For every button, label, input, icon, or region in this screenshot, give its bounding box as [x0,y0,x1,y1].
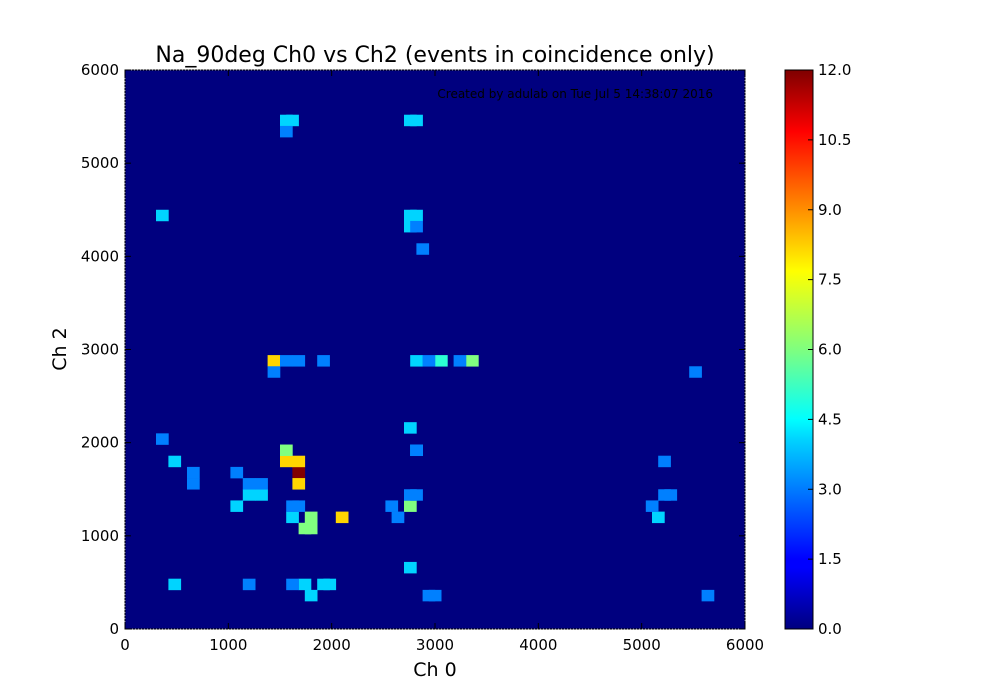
heatmap-cell [292,355,306,367]
heatmap-cell [298,578,312,591]
chart-title: Na_90deg Ch0 vs Ch2 (events in coinciden… [155,43,714,68]
heatmap-cell [292,455,306,468]
heatmap-cell [286,578,299,591]
heatmap-cell [435,355,448,367]
y-tick-label: 1000 [81,527,119,545]
colorbar-tick-label: 12.0 [818,61,851,79]
y-tick-label: 2000 [81,434,119,452]
colorbar-tick-label: 7.5 [818,271,842,289]
heatmap-cell [280,455,293,468]
heatmap-cell [410,444,423,457]
y-tick-label: 5000 [81,154,119,172]
plot-background [125,70,745,629]
heatmap-cell [156,433,169,445]
heatmap-cell [242,478,256,490]
heatmap-cell [304,522,318,535]
heatmap-cell [404,422,417,434]
heatmap-cell [230,466,244,479]
heatmap-cell [410,355,423,367]
y-axis-title: Ch 2 [49,327,71,370]
heatmap-cell [416,243,430,255]
heatmap-cell [292,500,306,512]
colorbar-tick-label: 1.5 [818,550,842,568]
x-tick-label: 3000 [416,636,454,654]
heatmap-cells [156,114,715,602]
heatmap-cell [292,478,306,490]
heatmap-cell [156,209,169,222]
heatmap-cell [422,355,436,367]
x-tick-label: 1000 [209,636,247,654]
heatmap-cell [168,455,182,468]
heatmap-cell [187,478,200,490]
heatmap-cell [304,589,318,602]
heatmap-cell [428,589,442,602]
colorbar-ticks: 0.0 1.5 3.0 4.5 6.0 7.5 9.0 10.5 12.0 [808,61,851,638]
heatmap-cell [645,500,659,512]
x-tick-label: 5000 [623,636,661,654]
colorbar-tick-label: 6.0 [818,341,842,359]
heatmap-cell [385,500,399,512]
heatmap-cell [304,511,318,524]
chart-annotation: Created by adulab on Tue Jul 5 14:38:07 … [437,87,713,101]
x-tick-label: 0 [120,636,130,654]
y-axis-ticks: 0 1000 2000 3000 4000 5000 6000 [81,61,745,638]
heatmap-cell [280,355,293,367]
heatmap-cell [410,114,423,127]
x-tick-label: 4000 [519,636,557,654]
x-tick-label: 6000 [726,636,764,654]
colorbar: 0.0 1.5 3.0 4.5 6.0 7.5 9.0 10.5 12.0 [784,61,851,638]
colorbar-tick-label: 4.5 [818,410,842,428]
heatmap-cell [267,366,281,378]
colorbar-tick-label: 10.5 [818,131,851,149]
heatmap-cell [410,209,423,222]
heatmap-cell [267,355,281,367]
y-tick-label: 6000 [81,61,119,79]
heatmap-cell [317,355,330,367]
heatmap-cell [391,511,405,524]
heatmap-cell [280,125,293,138]
heatmap-cell [292,466,306,479]
heatmap-cell [187,466,200,479]
colorbar-tick-label: 9.0 [818,201,842,219]
x-axis-title: Ch 0 [413,659,456,681]
heatmap-cell [652,511,665,524]
heatmap-cell [168,578,182,591]
colorbar-tick-label: 3.0 [818,480,842,498]
heatmap-cell [701,589,715,602]
heatmap-cell [280,444,293,457]
heatmap-cell [410,489,423,501]
y-tick-label: 0 [109,620,119,638]
heatmap-cell [255,478,268,490]
heatmap-cell [242,489,256,501]
heatmap-cell [286,114,299,127]
y-tick-label: 3000 [81,341,119,359]
heatmap-cell [689,366,702,378]
heatmap-cell [410,220,423,233]
heatmap-cell [664,489,678,501]
y-tick-label: 4000 [81,247,119,265]
heatmap-cell [286,511,299,524]
heatmap-cell [658,455,671,468]
heatmap-cell [404,500,417,512]
heatmap-cell [466,355,479,367]
heatmap-cell [453,355,467,367]
heatmap-cell [230,500,244,512]
x-tick-label: 2000 [313,636,351,654]
heatmap-cell [255,489,268,501]
x-axis-ticks: 0 1000 2000 3000 4000 5000 6000 [120,70,764,654]
heatmap-cell [335,511,349,524]
heatmap-cell [404,561,417,574]
colorbar-tick-label: 0.0 [818,620,842,638]
heatmap-cell [242,578,256,591]
heatmap-cell [323,578,337,591]
